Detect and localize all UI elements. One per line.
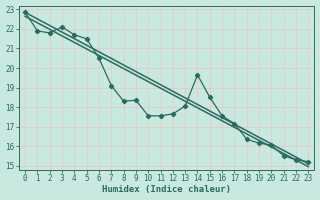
X-axis label: Humidex (Indice chaleur): Humidex (Indice chaleur) [102,185,231,194]
